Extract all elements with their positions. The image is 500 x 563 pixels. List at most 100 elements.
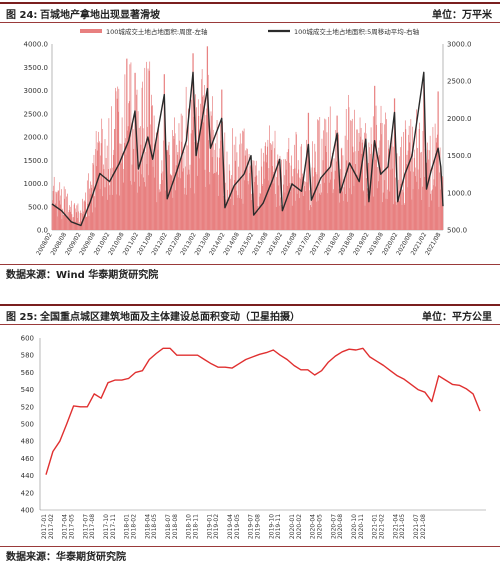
weekly-bar: [59, 204, 61, 230]
weekly-bar: [392, 168, 393, 230]
weekly-bar: [198, 115, 200, 230]
weekly-bar: [411, 154, 412, 230]
legend-line-label: 100城成交土地占地面积:5周移动平均-右轴: [294, 27, 420, 36]
weekly-bar: [282, 208, 284, 230]
x-tick-label: 2020-05: [317, 514, 324, 539]
weekly-bar: [259, 193, 261, 230]
weekly-bar: [108, 118, 110, 230]
weekly-bar: [307, 144, 308, 230]
weekly-bar: [356, 129, 358, 230]
y-tick-label: 580: [21, 352, 34, 360]
weekly-bar: [213, 172, 215, 230]
weekly-bar: [375, 105, 377, 230]
y-right-tick-label: 500.0: [447, 227, 467, 235]
weekly-bar: [203, 122, 205, 230]
weekly-bar: [240, 178, 242, 230]
weekly-bar: [379, 140, 381, 230]
weekly-bar: [80, 212, 82, 230]
weekly-bar: [184, 187, 186, 230]
y-tick-label: 400: [21, 507, 34, 515]
weekly-bar: [211, 115, 212, 230]
y-left-tick-label: 3000.0: [24, 87, 49, 95]
weekly-bar: [339, 193, 341, 230]
weekly-bar: [186, 194, 188, 230]
weekly-bar: [322, 160, 324, 230]
x-tick-label: 2017-04: [62, 514, 69, 539]
weekly-bar: [268, 180, 269, 230]
y-tick-label: 600: [21, 335, 34, 343]
weekly-bar: [332, 193, 334, 230]
weekly-bar: [173, 135, 174, 230]
weekly-bar: [195, 139, 197, 230]
weekly-bar: [244, 180, 246, 230]
weekly-bar: [85, 216, 87, 230]
y-tick-label: 480: [21, 438, 34, 446]
weekly-bar: [118, 88, 120, 230]
weekly-bar: [221, 89, 223, 230]
weekly-bar: [174, 133, 176, 230]
weekly-bar: [230, 178, 232, 230]
y-left-tick-label: 4000.0: [24, 41, 49, 49]
weekly-bar: [102, 164, 104, 230]
weekly-bar: [147, 68, 149, 230]
weekly-bar: [202, 95, 204, 230]
weekly-bar: [360, 136, 361, 230]
weekly-bar: [242, 130, 243, 230]
weekly-bar: [201, 79, 202, 230]
weekly-bar: [135, 72, 136, 230]
weekly-bar: [213, 173, 215, 230]
weekly-bar: [401, 136, 402, 230]
weekly-bar: [226, 151, 228, 230]
weekly-bar: [109, 194, 111, 230]
weekly-bar: [171, 175, 173, 230]
weekly-bar: [321, 192, 322, 230]
weekly-bar: [268, 168, 270, 230]
weekly-bar: [227, 189, 228, 230]
weekly-bar: [206, 108, 207, 230]
weekly-bar: [209, 184, 211, 230]
weekly-bar: [137, 192, 138, 230]
weekly-bar: [276, 160, 278, 230]
land-area-chart: 100城成交土地占地面积:周度-左轴 100城成交土地占地面积:5周移动平均-右轴…: [24, 27, 472, 257]
weekly-bar: [336, 115, 338, 230]
weekly-bar: [291, 155, 292, 230]
weekly-bar: [279, 155, 281, 230]
weekly-bar: [169, 174, 171, 230]
weekly-bar: [349, 188, 350, 230]
weekly-bar: [247, 149, 248, 230]
weekly-bar: [237, 195, 239, 230]
weekly-bar: [433, 185, 434, 230]
weekly-bar: [205, 114, 207, 230]
weekly-bar: [98, 143, 100, 230]
weekly-bar: [397, 192, 398, 230]
weekly-bar: [263, 161, 265, 230]
weekly-bar: [112, 194, 114, 230]
weekly-bar: [150, 124, 152, 230]
weekly-bar: [90, 187, 92, 230]
weekly-bar: [317, 200, 319, 230]
weekly-bar: [205, 186, 206, 230]
weekly-bar: [115, 87, 116, 230]
weekly-bar: [277, 185, 279, 230]
weekly-bar: [325, 119, 327, 230]
weekly-bar: [168, 145, 169, 230]
weekly-bar: [437, 91, 439, 231]
weekly-bar: [390, 169, 392, 230]
weekly-bar: [283, 159, 285, 230]
weekly-bar: [171, 130, 173, 230]
weekly-bar: [199, 131, 201, 230]
weekly-bar: [408, 134, 409, 230]
weekly-bar: [387, 189, 388, 230]
weekly-bar: [324, 145, 326, 230]
weekly-bar: [202, 96, 204, 230]
x-tick-label: 2018-02: [131, 514, 138, 539]
weekly-bar: [91, 184, 93, 230]
weekly-bar: [353, 185, 355, 230]
weekly-bar: [125, 154, 127, 230]
weekly-bar: [302, 195, 304, 230]
weekly-bar: [165, 167, 167, 230]
weekly-bar: [355, 164, 356, 230]
weekly-bar: [75, 221, 77, 230]
weekly-bar: [250, 164, 252, 230]
x-tick-label: 2019-05: [234, 514, 241, 539]
